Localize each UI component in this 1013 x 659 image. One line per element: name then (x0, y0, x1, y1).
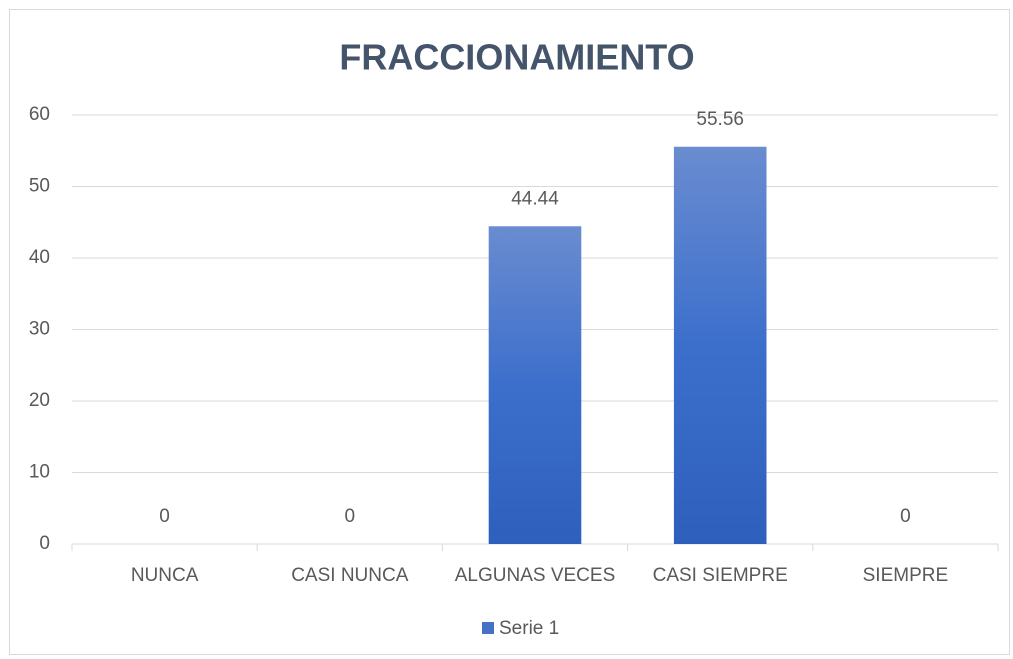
x-tick-label: CASI SIEMPRE (653, 565, 788, 586)
legend-label: Serie 1 (499, 618, 559, 639)
chart-title: FRACCIONAMIENTO (339, 37, 694, 78)
data-label: 55.56 (696, 109, 744, 130)
x-tick-label: CASI NUNCA (291, 565, 409, 586)
bar (488, 226, 582, 544)
x-tick-label: ALGUNAS VECES (455, 565, 616, 586)
bar (673, 146, 767, 544)
data-label: 44.44 (511, 188, 559, 209)
y-tick-label: 60 (29, 104, 50, 125)
legend-swatch (482, 622, 494, 634)
data-label: 0 (159, 506, 170, 527)
y-tick-label: 50 (29, 176, 50, 197)
y-tick-label: 10 (29, 462, 50, 483)
x-tick-label: NUNCA (131, 565, 199, 586)
y-tick-label: 20 (29, 390, 50, 411)
data-label: 0 (900, 506, 911, 527)
y-tick-label: 30 (29, 319, 50, 340)
y-tick-label: 0 (39, 533, 50, 554)
y-tick-label: 40 (29, 247, 50, 268)
x-tick-label: SIEMPRE (863, 565, 949, 586)
data-label: 0 (345, 506, 356, 527)
